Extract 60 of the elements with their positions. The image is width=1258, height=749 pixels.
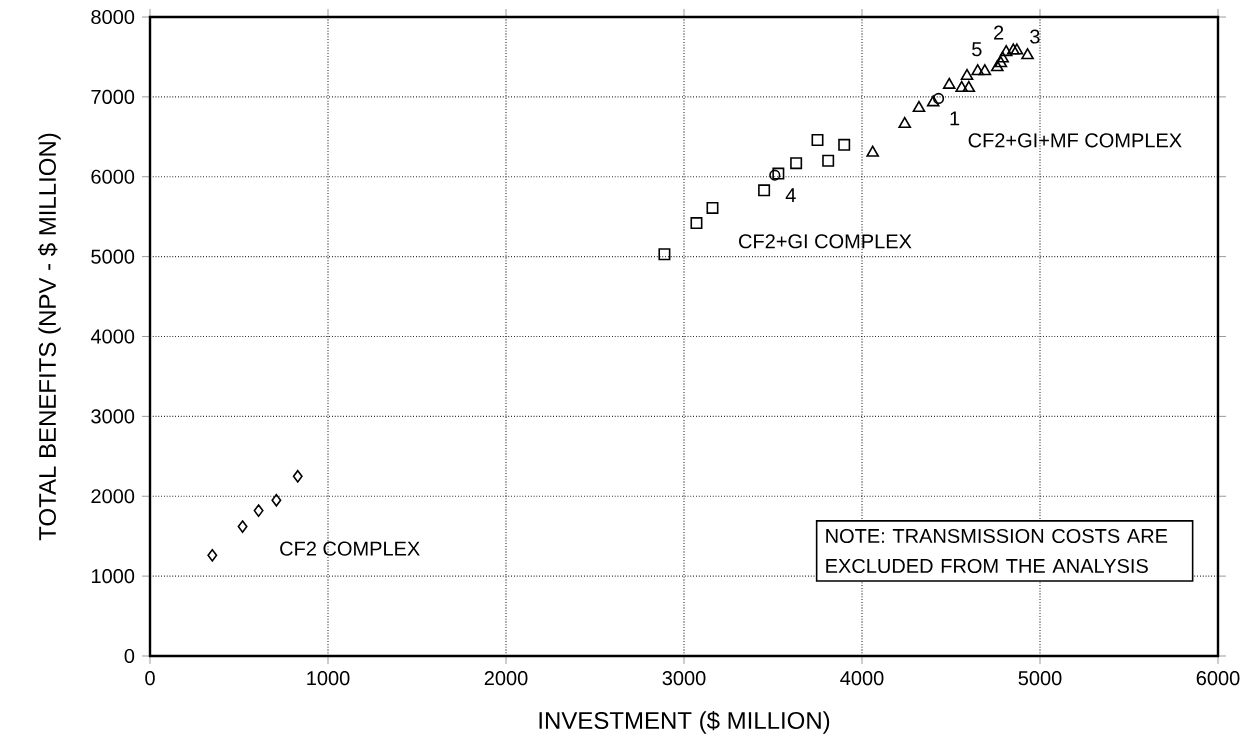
y-tick-label: 0 bbox=[124, 648, 135, 664]
point bbox=[758, 184, 771, 197]
point bbox=[237, 520, 248, 533]
point bbox=[971, 64, 985, 76]
x-tick-label: 0 bbox=[145, 671, 155, 686]
y-tick-label: 7000 bbox=[91, 89, 135, 104]
point bbox=[898, 116, 912, 129]
point bbox=[706, 201, 719, 214]
point bbox=[658, 248, 671, 261]
point bbox=[1010, 43, 1024, 55]
point bbox=[1021, 48, 1034, 60]
x-tick-label: 3000 bbox=[662, 671, 706, 686]
y-tick-label: 6000 bbox=[91, 169, 135, 184]
annotation: 3 bbox=[1030, 29, 1040, 44]
point bbox=[942, 77, 956, 89]
point bbox=[960, 68, 974, 81]
y-tick-label: 8000 bbox=[91, 9, 135, 25]
point bbox=[996, 51, 1009, 63]
point bbox=[955, 80, 969, 93]
point bbox=[292, 469, 303, 483]
y-tick-label: 2000 bbox=[91, 489, 135, 504]
point bbox=[990, 60, 1004, 72]
y-tick-label: 3000 bbox=[91, 409, 135, 424]
x-tick-label: 6000 bbox=[1196, 671, 1240, 686]
annotation: 5 bbox=[972, 42, 982, 57]
x-tick-label: 5000 bbox=[1018, 671, 1062, 686]
point bbox=[978, 64, 992, 76]
point bbox=[772, 167, 785, 180]
point bbox=[838, 138, 851, 151]
y-tick-label: 1000 bbox=[91, 569, 135, 584]
point bbox=[790, 157, 803, 170]
point bbox=[207, 548, 218, 562]
annotation: CF2+GI COMPLEX bbox=[739, 234, 912, 249]
point bbox=[769, 169, 781, 181]
annotation: CF2+GI+MF COMPLEX bbox=[968, 133, 1182, 148]
point bbox=[1006, 43, 1020, 55]
point bbox=[912, 100, 926, 113]
point bbox=[932, 92, 945, 105]
annotation: 1 bbox=[950, 111, 960, 126]
point bbox=[926, 95, 940, 107]
y-axis-title: TOTAL BENEFITS (NPV - $ MILLION) bbox=[38, 133, 61, 541]
y-tick-label: 4000 bbox=[90, 329, 135, 344]
point bbox=[811, 134, 824, 146]
point bbox=[962, 80, 976, 93]
y-tick-label: 5000 bbox=[91, 249, 135, 264]
annotation: NOTE: TRANSMISSION COSTS ARE EXCLUDED FROM THE ANALYSIS bbox=[826, 528, 1168, 574]
x-axis-title: INVESTMENT ($ MILLION) bbox=[539, 710, 830, 734]
point bbox=[994, 56, 1008, 68]
annotation: 2 bbox=[994, 25, 1004, 40]
x-tick-label: 2000 bbox=[484, 671, 528, 686]
annotation: CF2 COMPLEX bbox=[280, 541, 420, 556]
x-tick-label: 4000 bbox=[840, 671, 884, 686]
annotation: 4 bbox=[785, 188, 796, 203]
point bbox=[253, 504, 264, 518]
point bbox=[999, 44, 1013, 57]
point bbox=[271, 493, 282, 507]
point bbox=[822, 154, 835, 167]
point bbox=[866, 145, 880, 157]
point bbox=[690, 217, 703, 230]
x-tick-label: 1000 bbox=[307, 671, 350, 686]
